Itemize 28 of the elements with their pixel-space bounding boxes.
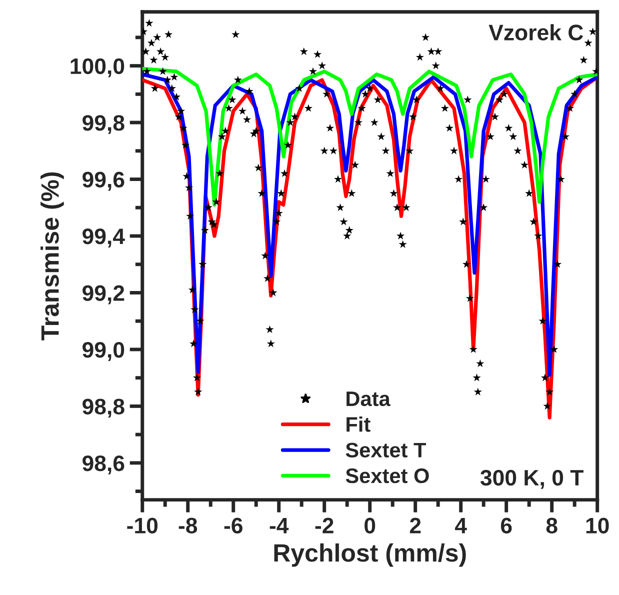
- annotation: 300 K, 0 T: [480, 470, 584, 489]
- legend-label: Sextet T: [346, 442, 426, 458]
- x-tick-label: 4: [455, 518, 467, 534]
- x-tick-label: -4: [270, 518, 289, 534]
- x-tick-label: 2: [410, 518, 421, 534]
- y-tick-label: 99,8: [82, 115, 124, 134]
- x-tick-label: 10: [586, 518, 609, 534]
- y-axis-title: Transmise (%): [40, 172, 64, 340]
- x-tick-label: 8: [546, 518, 558, 534]
- legend-label: Sextet O: [346, 468, 429, 484]
- x-axis-title: Rychlost (mm/s): [274, 543, 466, 567]
- y-tick-label: 99,4: [82, 228, 125, 248]
- y-tick-label: 99,0: [82, 342, 124, 361]
- y-tick-label: 99,6: [82, 172, 124, 191]
- x-tick-label: -2: [315, 518, 334, 534]
- x-tick-label: 0: [364, 518, 376, 534]
- x-tick-label: 6: [500, 518, 512, 534]
- x-tick-label: -6: [224, 518, 242, 534]
- y-tick-label: 98,8: [82, 398, 124, 418]
- x-tick-label: -10: [127, 518, 158, 534]
- x-tick-label: -8: [178, 518, 198, 534]
- y-tick-label: 99,2: [82, 285, 124, 304]
- line-series: [142, 66, 598, 207]
- y-tick-label: 98,6: [82, 455, 124, 474]
- legend-label: Fit: [346, 416, 370, 432]
- annotation: Vzorek C: [488, 24, 584, 40]
- legend-label: Data: [346, 392, 390, 406]
- y-tick-label: 100,0: [70, 58, 124, 78]
